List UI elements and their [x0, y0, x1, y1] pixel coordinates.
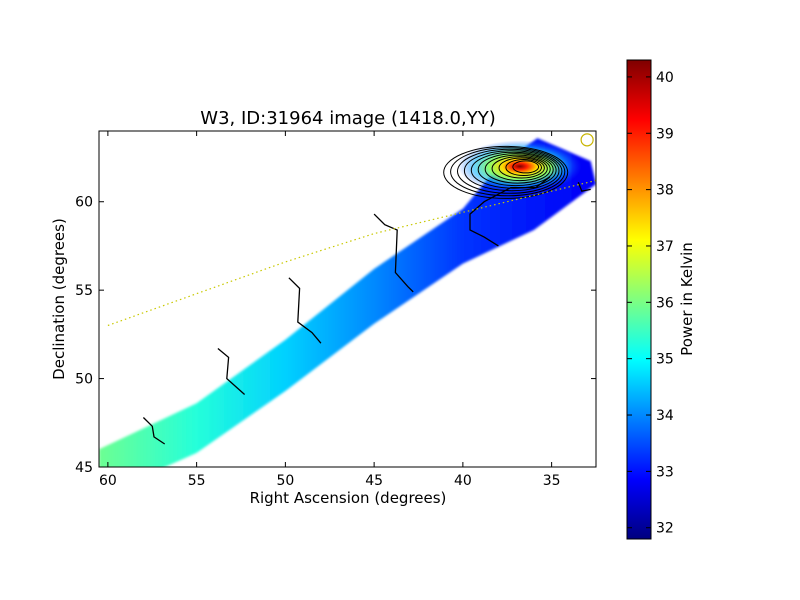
x-tick-label: 45 [365, 473, 383, 489]
coverage-strip [99, 138, 596, 467]
colorbar-tick-label: 36 [656, 295, 674, 311]
peak-contour-level [463, 150, 560, 192]
x-axis-label: Right Ascension (degrees) [250, 489, 447, 507]
colorbar: 32 33 34 35 36 37 38 39 40 Power in Kelvin [626, 59, 696, 540]
peak-contour-level [491, 156, 548, 182]
x-tick-label: 50 [276, 473, 294, 489]
colorbar-label: Power in Kelvin [678, 242, 696, 356]
beam-marker [580, 133, 594, 147]
x-tick-label: 60 [99, 473, 117, 489]
y-tick-label: 50 [75, 372, 93, 388]
colorbar-tick-label: 39 [656, 126, 674, 142]
plot-frame [98, 130, 597, 468]
y-tick-label: 45 [75, 460, 93, 476]
peak-contour-level [457, 148, 563, 194]
peak-contour-level [443, 145, 569, 199]
colorbar-scale [626, 59, 652, 540]
contour-line [469, 176, 551, 247]
contour-line [577, 182, 591, 192]
galactic-plane-line [107, 179, 596, 327]
peak-contour-level [450, 147, 566, 197]
contour-line [217, 348, 246, 395]
colorbar-tick-label: 34 [656, 408, 674, 424]
contour-line [288, 277, 322, 344]
chart-title: W3, ID:31964 image (1418.0,YY) [200, 108, 495, 129]
y-tick-label: 55 [75, 283, 93, 299]
y-axis-label: Declination (degrees) [50, 218, 68, 380]
x-tick-label: 35 [543, 473, 561, 489]
x-tick-label: 40 [454, 473, 472, 489]
peak-contour-level [484, 154, 551, 184]
y-tick-label: 60 [75, 195, 93, 211]
peak-contour-level [505, 159, 543, 176]
contour-line [373, 213, 414, 293]
x-tick-label: 55 [188, 473, 206, 489]
peak-contour-level [498, 157, 545, 179]
colorbar-tick-label: 40 [656, 70, 674, 86]
colorbar-tick-label: 33 [656, 464, 674, 480]
plot-area [99, 133, 596, 467]
colorbar-tick-label: 37 [656, 239, 674, 255]
colorbar-tick-label: 38 [656, 183, 674, 199]
colorbar-ticks: 32 33 34 35 36 37 38 39 40 [627, 70, 674, 537]
colorbar-tick-label: 32 [656, 521, 674, 537]
x-axis: 60 55 50 45 40 35 [99, 131, 561, 489]
colorbar-tick-label: 35 [656, 352, 674, 368]
contour-lines [142, 176, 591, 445]
peak-contour-level [512, 160, 540, 174]
contour-line [142, 417, 166, 445]
peak-contour-level [477, 153, 554, 187]
peak-contours [443, 145, 569, 199]
y-axis: 45 50 55 60 [75, 195, 596, 476]
